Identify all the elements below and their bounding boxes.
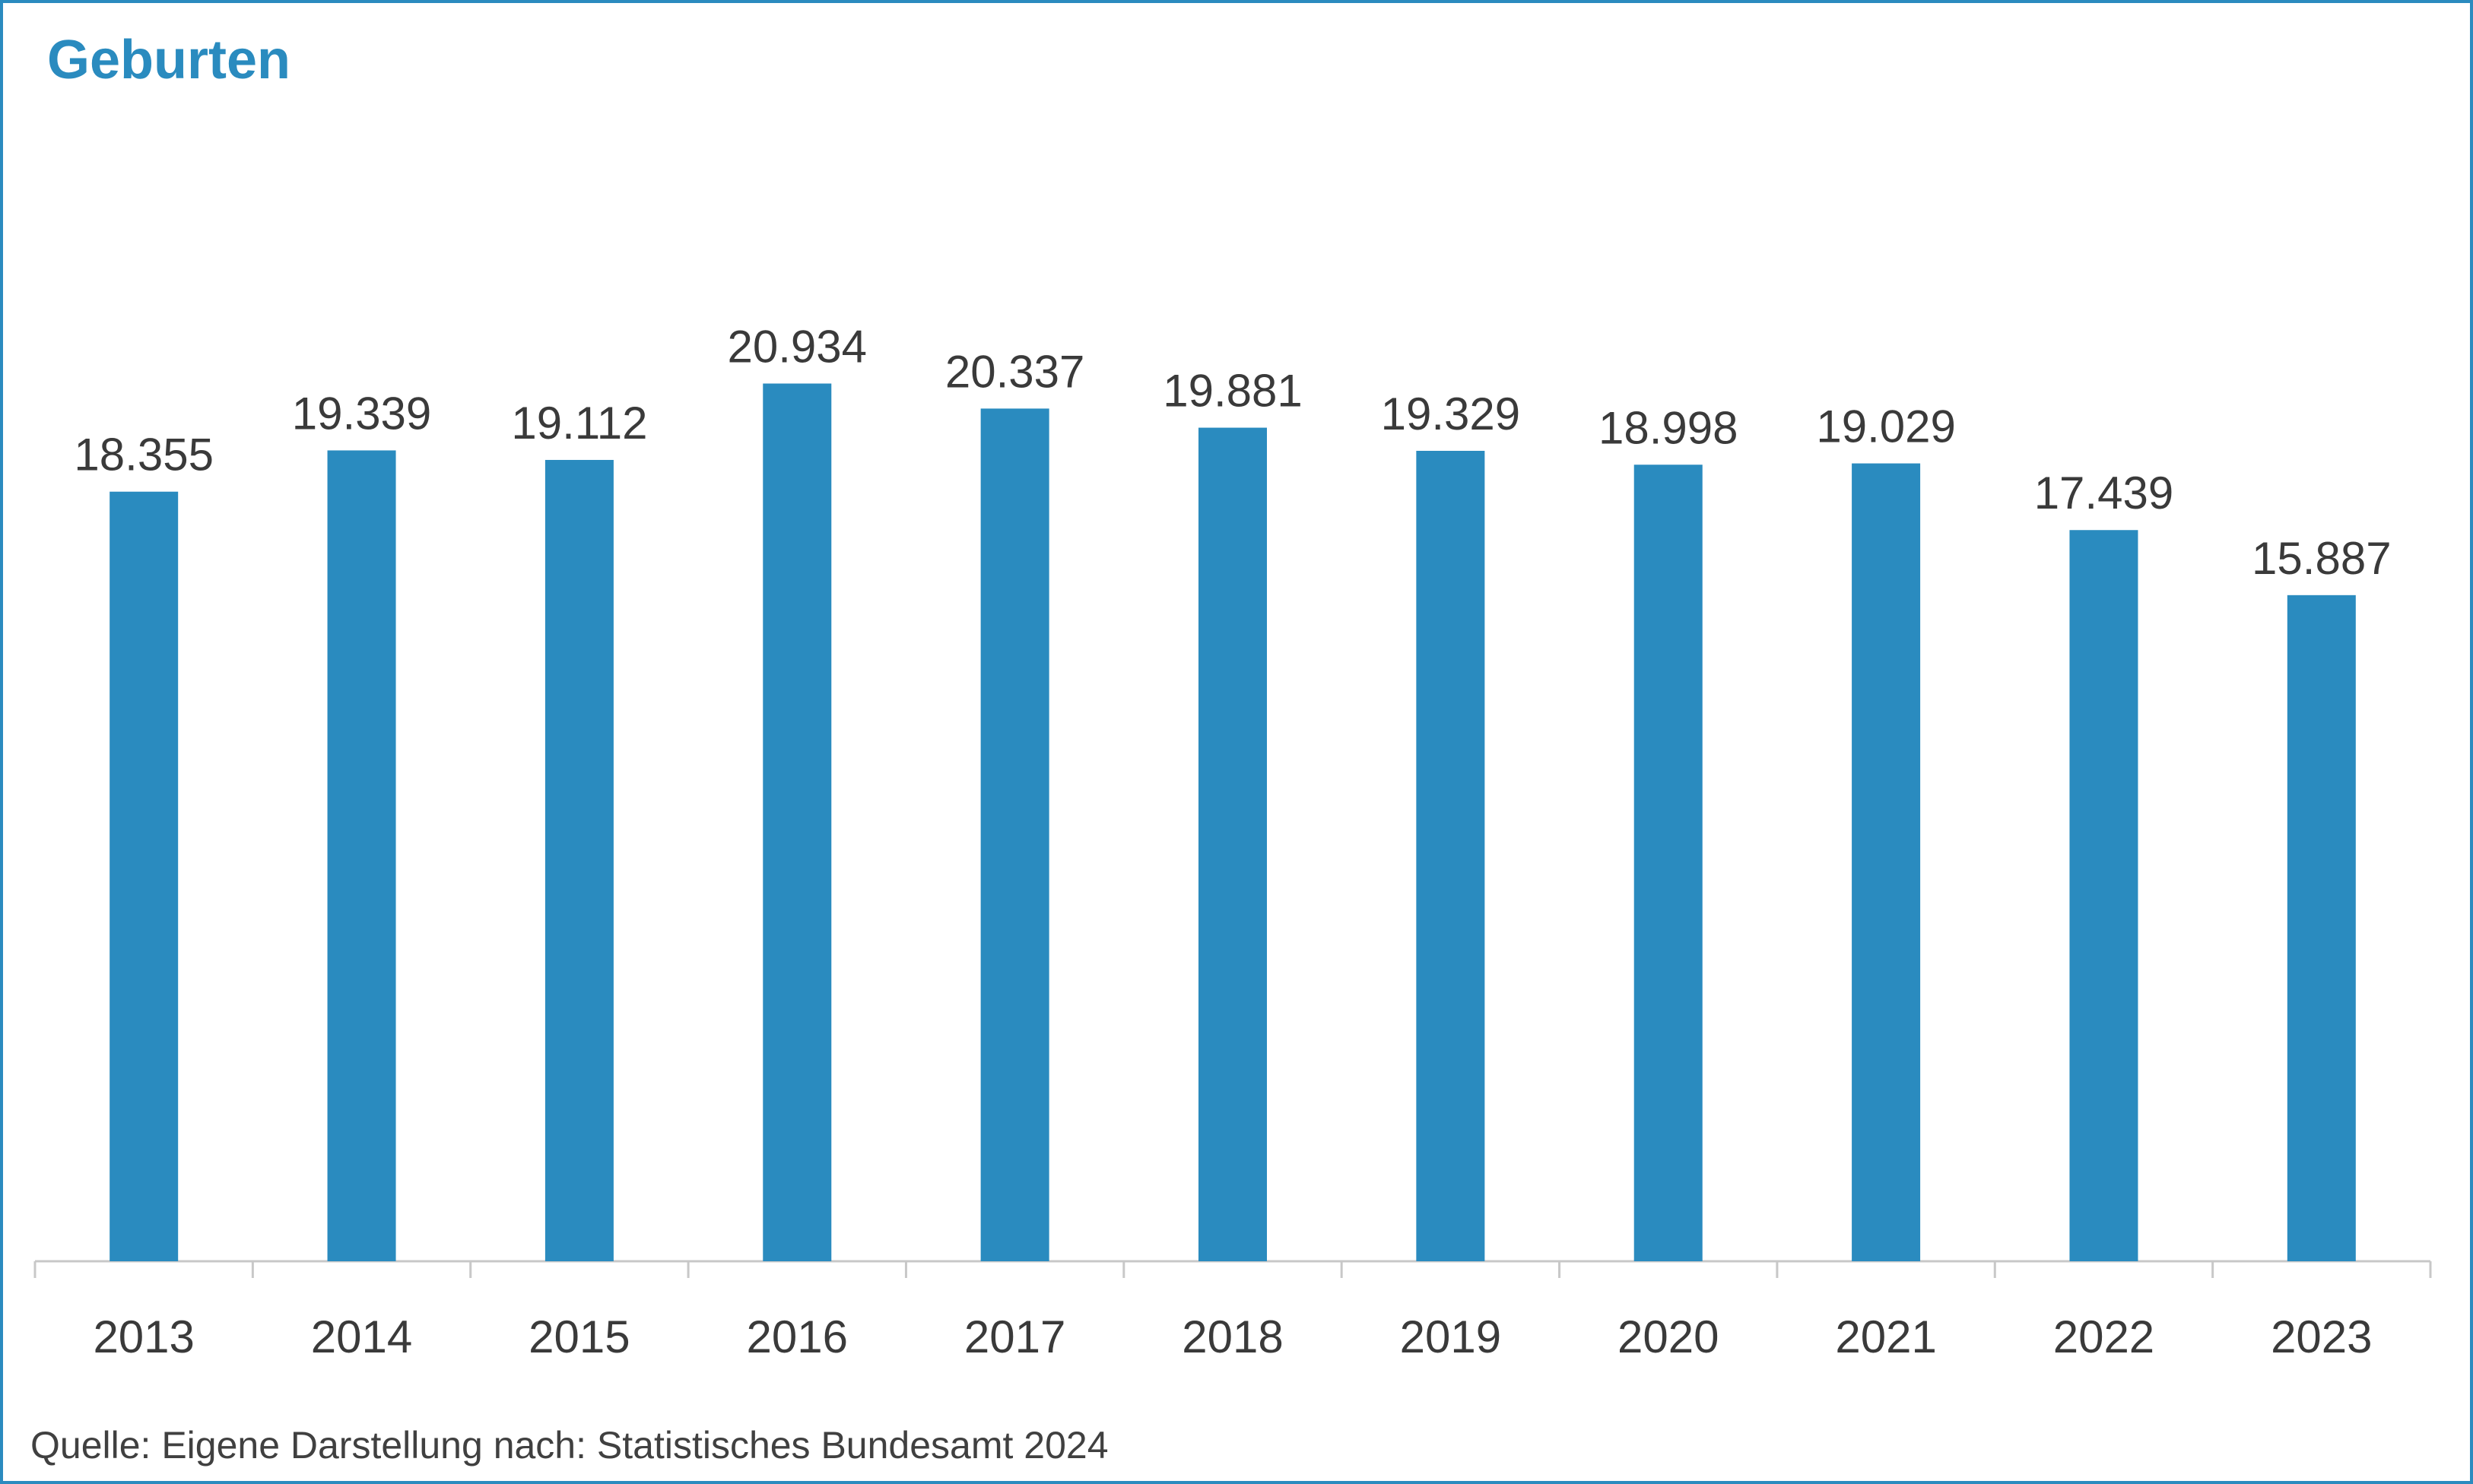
bar-2017 — [980, 408, 1049, 1261]
bar-value-label: 20.337 — [945, 346, 1085, 397]
bar-value-label: 19.029 — [1816, 401, 1956, 452]
bar-2022 — [2069, 530, 2138, 1261]
bar-value-label: 19.881 — [1163, 366, 1303, 417]
bar-2018 — [1198, 427, 1267, 1261]
bar-2013 — [110, 491, 179, 1261]
chart-title: Geburten — [47, 30, 291, 90]
bar-value-label: 15.887 — [2252, 533, 2392, 584]
bar-value-label: 19.329 — [1381, 388, 1521, 439]
x-tick-label: 2018 — [1182, 1311, 1283, 1362]
x-tick-label: 2016 — [747, 1311, 848, 1362]
x-tick-label: 2023 — [2271, 1311, 2372, 1362]
bar-value-label: 18.355 — [74, 430, 214, 480]
bar-2015 — [544, 459, 614, 1262]
bar-2016 — [763, 383, 832, 1262]
bar-2020 — [1633, 465, 1703, 1262]
bar-value-label: 19.112 — [511, 398, 647, 449]
x-tick-label: 2013 — [93, 1311, 194, 1362]
x-tick-label: 2014 — [311, 1311, 412, 1362]
bar-value-label: 18.998 — [1598, 402, 1738, 453]
bar-2019 — [1416, 451, 1485, 1262]
bar-value-label: 19.339 — [292, 388, 432, 439]
bar-value-label: 20.934 — [728, 321, 868, 372]
x-tick-label: 2021 — [1835, 1311, 1936, 1362]
x-tick-label: 2015 — [529, 1311, 630, 1362]
x-tick-label: 2020 — [1617, 1311, 1719, 1362]
x-tick-label: 2017 — [964, 1311, 1065, 1362]
x-tick-label: 2019 — [1400, 1311, 1501, 1362]
source-note: Quelle: Eigene Darstellung nach: Statist… — [30, 1424, 1109, 1467]
bar-2023 — [2287, 595, 2356, 1261]
bar-2021 — [1852, 463, 1921, 1261]
bar-value-label: 17.439 — [2034, 468, 2174, 518]
bar-2014 — [327, 450, 396, 1262]
x-tick-label: 2022 — [2053, 1311, 2154, 1362]
